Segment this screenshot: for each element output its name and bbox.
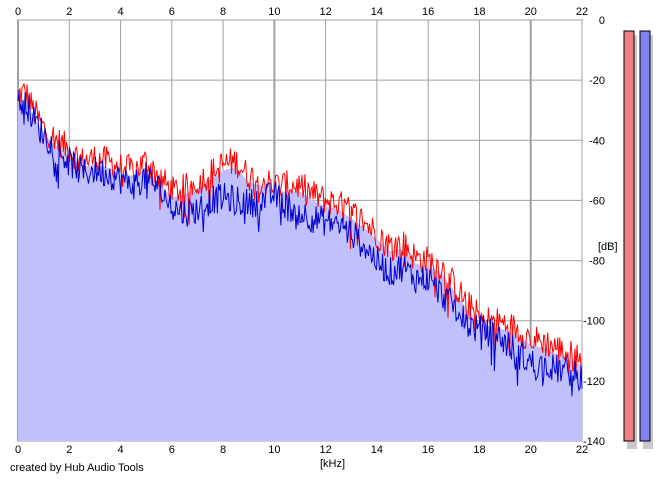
x-tick-labels-top: 0 2 4 6 8 10 12 14 16 18 20 22 (15, 6, 588, 18)
x-tick-label-top: 8 (220, 6, 226, 18)
y-tick-label: 0 (599, 15, 605, 27)
y-tick-label: -20 (589, 75, 605, 87)
y-axis-label: [dB] (598, 241, 618, 253)
x-tick-label-top: 10 (268, 6, 280, 18)
y-tick-label: -80 (589, 256, 605, 268)
credit-text: created by Hub Audio Tools (10, 462, 144, 474)
x-axis-label: [kHz] (320, 458, 345, 470)
series-line-2 (17, 91, 583, 397)
x-tick-label-bottom: 6 (169, 444, 175, 456)
series-layer (17, 82, 583, 397)
y-tick-label: -60 (589, 195, 605, 207)
x-tick-label-bottom: 2 (66, 444, 72, 456)
x-tick-label-top: 2 (66, 6, 72, 18)
x-tick-label-bottom: 8 (220, 444, 226, 456)
x-tick-label-bottom: 10 (268, 444, 280, 456)
y-tick-label: -40 (589, 135, 605, 147)
x-tick-label-bottom: 12 (320, 444, 332, 456)
y-tick-labels: 0 -20 -40 -60 -80 -100 -120 -140 (583, 15, 605, 448)
x-tick-label-top: 20 (525, 6, 537, 18)
x-tick-label-bottom: 20 (525, 444, 537, 456)
level-meters (623, 30, 653, 449)
x-tick-label-top: 14 (371, 6, 383, 18)
y-tick-label: -100 (583, 316, 605, 328)
x-tick-label-bottom: 14 (371, 444, 383, 456)
x-tick-labels-bottom: 0 2 4 6 8 10 12 14 16 18 20 22 (15, 444, 588, 456)
series-line-1 (17, 82, 583, 374)
x-tick-label-top: 0 (15, 6, 21, 18)
x-tick-label-top: 12 (320, 6, 332, 18)
x-tick-label-bottom: 22 (576, 444, 588, 456)
x-tick-label-bottom: 16 (422, 444, 434, 456)
x-tick-label-bottom: 18 (473, 444, 485, 456)
level-meter-1 (623, 30, 635, 442)
x-tick-label-top: 4 (117, 6, 123, 18)
x-tick-label-bottom: 4 (117, 444, 123, 456)
x-tick-label-top: 18 (473, 6, 485, 18)
x-tick-label-bottom: 0 (15, 444, 21, 456)
x-tick-label-top: 6 (169, 6, 175, 18)
x-tick-label-top: 16 (422, 6, 434, 18)
y-tick-label: -120 (583, 376, 605, 388)
x-tick-label-top: 22 (576, 6, 588, 18)
y-tick-label: -140 (583, 436, 605, 448)
level-meter-2 (639, 30, 651, 442)
